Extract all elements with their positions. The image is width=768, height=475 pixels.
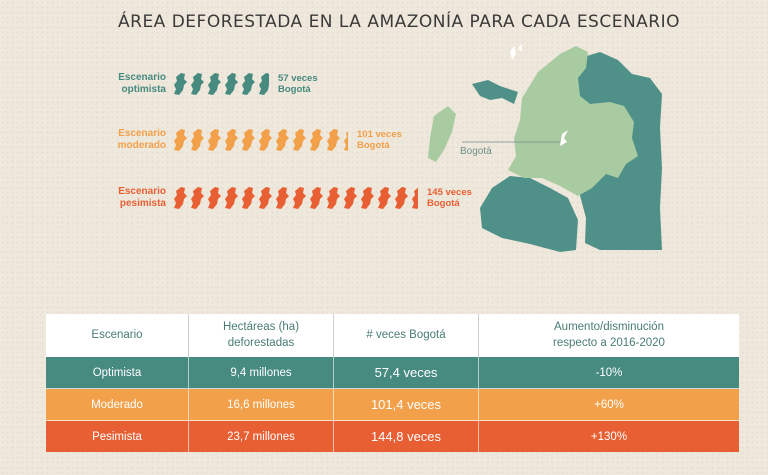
map-islet [510, 46, 516, 60]
times-bogota-label: 145 veces Bogotá [427, 187, 472, 209]
bogota-shape-icon [327, 187, 340, 209]
scenario-label: Escenario optimista [118, 72, 166, 95]
table-header-row: Escenario Hectáreas (ha) deforestadas # v… [46, 314, 739, 357]
bogota-shape-icon [378, 187, 391, 209]
bogota-shape-icon [293, 187, 306, 209]
bogota-icons [172, 128, 349, 152]
map-islet [518, 44, 522, 52]
table-cell: 9,4 millones [188, 356, 334, 389]
bogota-icons [172, 72, 270, 96]
bogota-marker-icon [560, 130, 568, 146]
table-cell: Pesimista [46, 420, 189, 452]
bogota-shape-icon [310, 129, 323, 151]
map-region-dark [472, 80, 518, 104]
bogota-shape-icon [191, 73, 204, 95]
bogota-shape-icon [310, 187, 323, 209]
table-cell: 57,4 veces [333, 356, 479, 389]
bogota-shape-icon [208, 129, 221, 151]
scenario-table: Escenario Hectáreas (ha) deforestadas # v… [46, 314, 739, 452]
bogota-shape-icon [259, 73, 269, 95]
table-row: Pesimista 23,7 millones 144,8 veces +130… [46, 420, 739, 452]
table-cell: +130% [478, 420, 739, 452]
times-bogota-label: 57 veces Bogotá [278, 73, 318, 95]
bogota-shape-icon [276, 129, 289, 151]
bogota-shape-icon [412, 187, 418, 209]
scenario-optimista: Escenario optimista 57 veces Bogotá [98, 72, 318, 96]
bogota-icons [172, 186, 419, 210]
table-cell: 23,7 millones [188, 420, 334, 452]
scenario-label: Escenario pesimista [118, 186, 166, 209]
bogota-shape-icon [225, 73, 238, 95]
header-escenario: Escenario [46, 314, 189, 357]
bogota-shape-icon [225, 129, 238, 151]
times-bogota-label: 101 veces Bogotá [357, 129, 402, 151]
table-cell: 101,4 veces [333, 388, 479, 421]
bogota-map-label: Bogotá [460, 146, 492, 157]
bogota-shape-icon [225, 187, 238, 209]
bogota-shape-icon [242, 187, 255, 209]
bogota-shape-icon [174, 73, 187, 95]
map-region-light [508, 46, 638, 196]
bogota-shape-icon [191, 187, 204, 209]
bogota-shape-icon [344, 187, 357, 209]
table-cell: -10% [478, 356, 739, 389]
bogota-shape-icon [242, 73, 255, 95]
bogota-shape-icon [208, 73, 221, 95]
table-cell: 144,8 veces [333, 420, 479, 452]
bogota-shape-icon [174, 187, 187, 209]
bogota-shape-icon [174, 129, 187, 151]
scenario-label: Escenario moderado [117, 128, 166, 151]
bogota-shape-icon [259, 129, 272, 151]
scenario-moderado: Escenario moderado 101 veces Bogotá [98, 128, 402, 152]
bogota-shape-icon [259, 187, 272, 209]
colombia-map: Bogotá [428, 44, 662, 252]
page-title: ÁREA DEFORESTADA EN LA AMAZONÍA PARA CAD… [118, 12, 681, 32]
map-island [428, 106, 456, 162]
bogota-shape-icon [395, 187, 408, 209]
bogota-shape-icon [361, 187, 374, 209]
bogota-shape-icon [276, 187, 289, 209]
table-row: Optimista 9,4 millones 57,4 veces -10% [46, 356, 739, 389]
bogota-shape-icon [191, 129, 204, 151]
bogota-shape-icon [208, 187, 221, 209]
table-cell: Optimista [46, 356, 189, 389]
header-veces-bogota: # veces Bogotá [333, 314, 479, 357]
bogota-shape-icon [327, 129, 340, 151]
bogota-shape-icon [242, 129, 255, 151]
table-cell: +60% [478, 388, 739, 421]
header-aumento: Aumento/disminución respecto a 2016-2020 [478, 314, 739, 357]
map-region-dark [480, 176, 578, 252]
table-cell: 16,6 millones [188, 388, 334, 421]
header-hectareas: Hectáreas (ha) deforestadas [188, 314, 334, 357]
scenario-pesimista: Escenario pesimista 145 veces Bogotá [98, 186, 472, 210]
table-row: Moderado 16,6 millones 101,4 veces +60% [46, 388, 739, 421]
table-cell: Moderado [46, 388, 189, 421]
bogota-shape-icon [344, 131, 348, 151]
bogota-shape-icon [293, 129, 306, 151]
